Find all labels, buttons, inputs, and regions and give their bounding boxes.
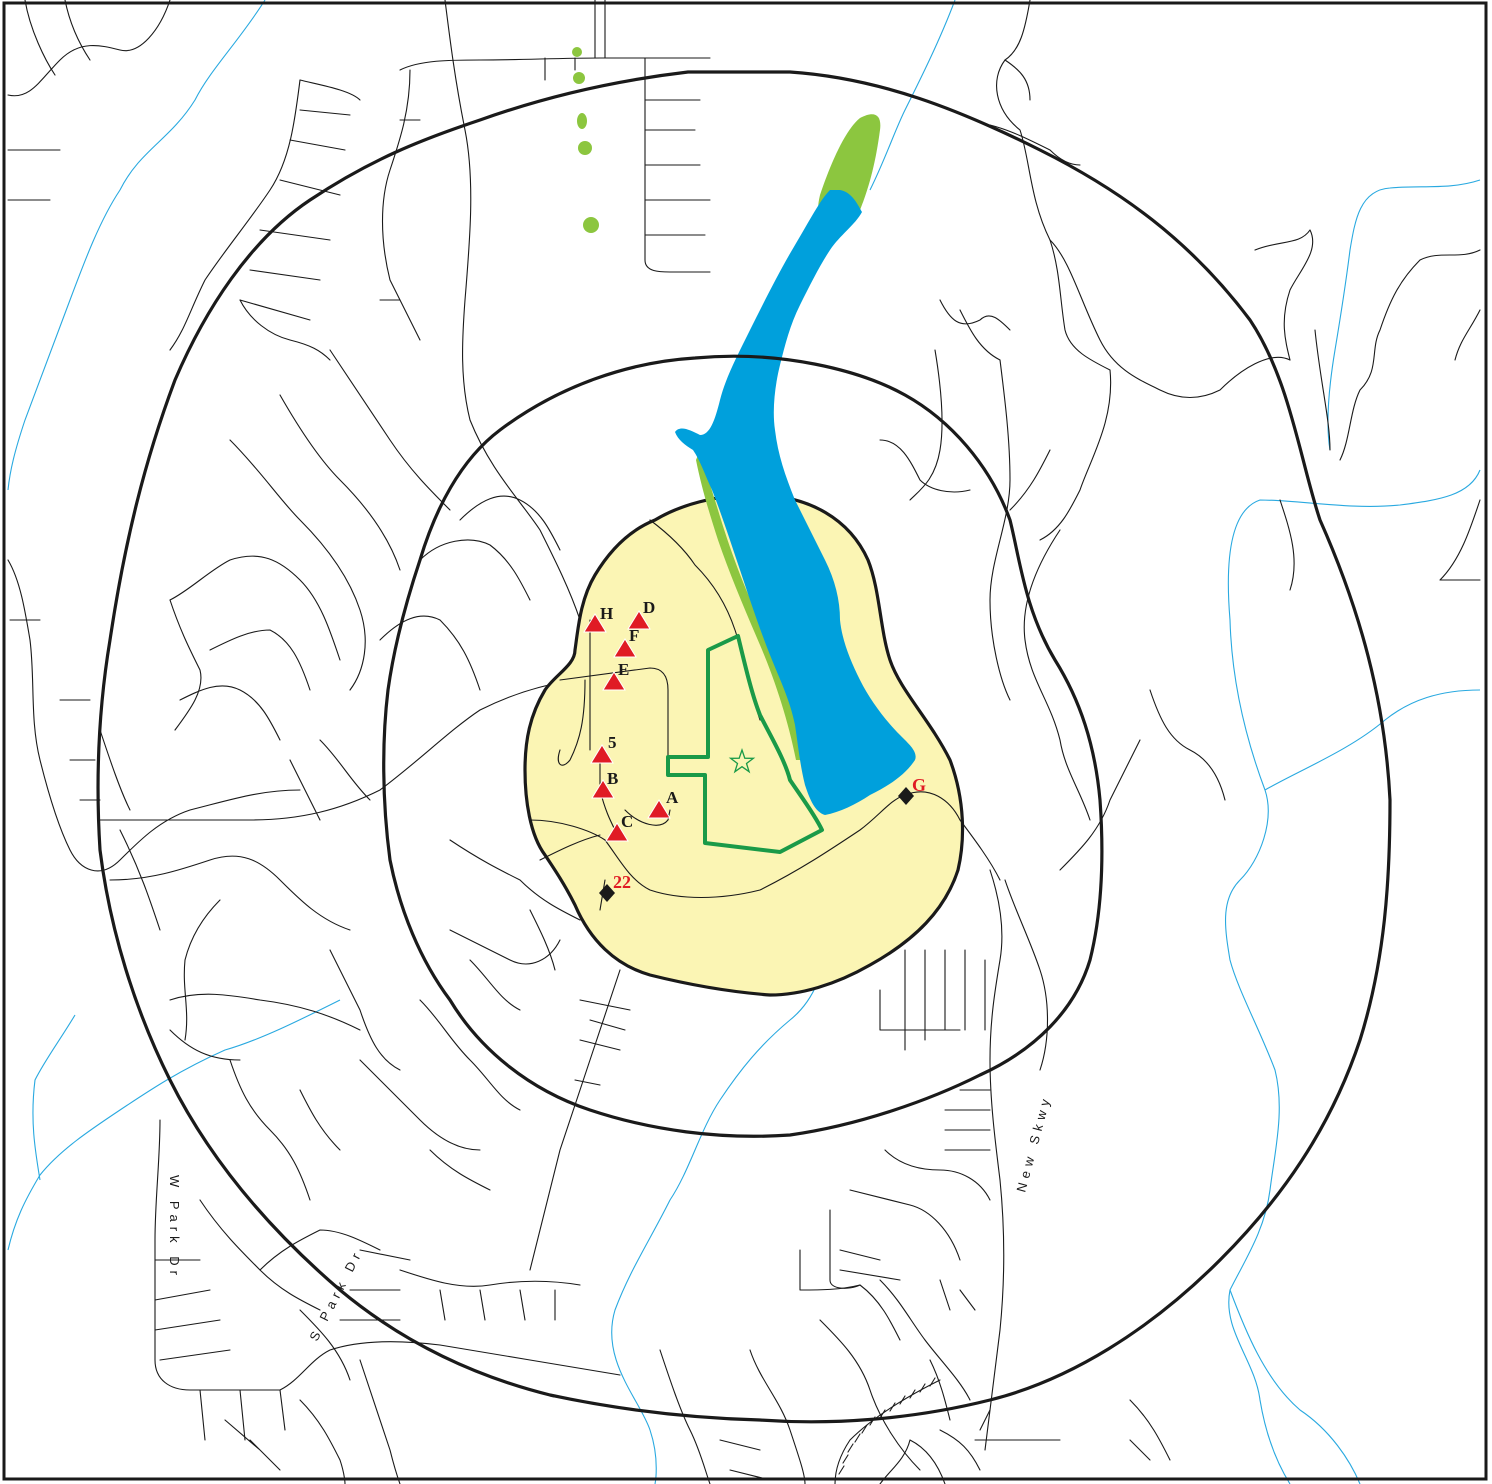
sample-points: H D F E 5 B A C [583,598,679,842]
triangle-label: A [666,788,679,807]
red-triangle-icon [627,610,651,630]
triangle-b[interactable]: B [591,769,618,799]
wetland-dot [572,47,582,57]
red-triangle-icon [583,613,607,633]
triangle-e[interactable]: E [602,660,629,691]
triangle-a[interactable]: A [647,788,679,819]
middle-ring [382,354,1104,1138]
street-label-new-skwy: New Skwy [1013,1093,1054,1194]
street-label-w-park: W Park Dr [167,1175,182,1280]
street-labels: W Park Dr S Park Dr New Skwy [167,1093,1054,1344]
station-label: 22 [613,872,631,892]
station-label: G [912,775,926,795]
site-boundary [666,634,824,854]
triangle-d[interactable]: D [627,598,655,630]
red-triangle-icon [590,744,614,764]
triangle-label: F [629,626,639,645]
wetland-dot [583,217,599,233]
triangle-label: E [618,660,629,679]
stations: G 22 [599,775,926,902]
red-triangle-icon [647,799,671,819]
triangle-label: D [643,598,655,617]
station-g[interactable]: G [898,775,926,805]
outer-ring [96,70,1392,1424]
wetland-shore [696,450,806,760]
triangle-h[interactable]: H [583,604,613,633]
black-diamond-icon [898,787,914,805]
triangle-5[interactable]: 5 [590,733,617,764]
wetland-dot [577,113,587,129]
triangle-f[interactable]: F [613,626,639,658]
triangle-label: H [600,604,613,623]
red-triangle-icon [602,671,626,691]
red-triangle-icon [605,822,629,842]
triangle-c[interactable]: C [605,812,633,842]
black-diamond-icon [599,884,615,902]
red-triangle-icon [613,638,637,658]
lake [675,190,916,815]
red-triangle-icon [591,779,615,799]
star-icon [728,747,756,774]
wetland-dot [573,72,585,84]
street-label-s-park: S Park Dr [306,1246,365,1343]
station-22[interactable]: 22 [599,872,631,902]
roads [7,0,1481,1484]
triangle-label: 5 [608,733,617,752]
triangle-label: B [607,769,618,788]
wetland-dot [578,141,592,155]
triangle-label: C [621,812,633,831]
